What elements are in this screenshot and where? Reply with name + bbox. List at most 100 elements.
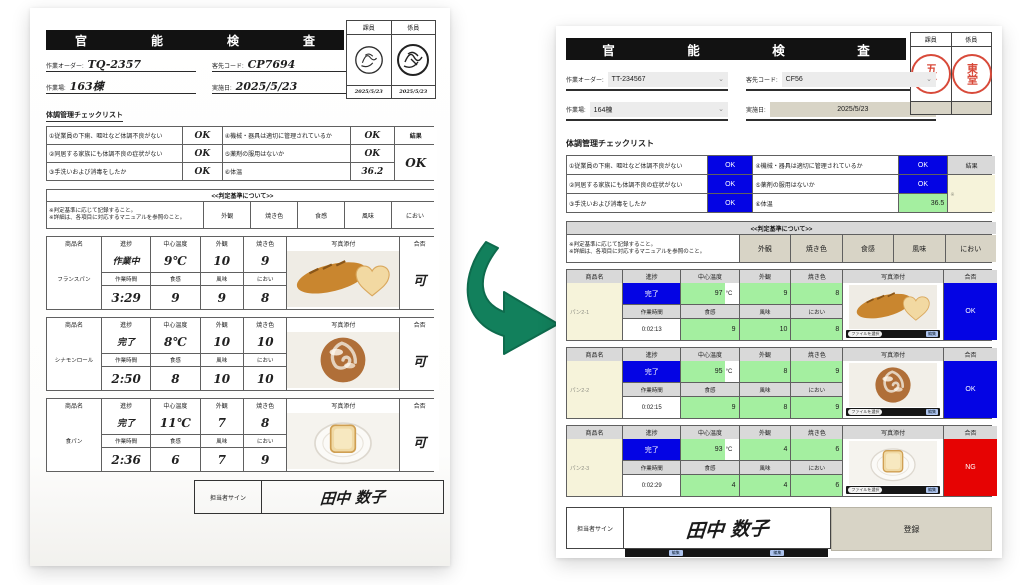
criteria-col-yakiiro: 焼き色 <box>251 202 298 228</box>
order-label: 作業オーダー: <box>46 64 84 70</box>
signature-toolbar: 編集 編集 <box>625 549 829 557</box>
progress-cell: 完了 <box>102 330 151 353</box>
checklist-a6-temp[interactable]: 36.5 <box>898 194 948 212</box>
flavor-score-cell[interactable]: 10 <box>739 319 791 340</box>
core-temp-cell[interactable]: 93 °C <box>681 439 739 460</box>
photo-attachment <box>287 411 400 471</box>
smell-score-cell[interactable]: 8 <box>791 319 843 340</box>
handwritten-stamp <box>392 35 436 85</box>
checklist-result-field[interactable]: ※ <box>948 175 995 212</box>
site-select[interactable]: 164棟 ⌄ <box>589 102 728 117</box>
criteria-header: <<判定基準について>> <box>567 222 996 234</box>
bake-color-score-cell[interactable]: 8 <box>791 283 843 304</box>
checklist-a6: 36.2 <box>351 163 394 180</box>
paper-form-scan: 官 能 検 査 課員 係員 2025/5/23 2025/5/23 作業オーダー… <box>30 8 450 566</box>
appearance-score-cell[interactable]: 9 <box>739 283 791 304</box>
file-select-button[interactable]: ファイルを選択 <box>848 331 883 337</box>
work-time-cell[interactable]: 0:02:29 <box>623 475 681 496</box>
file-upload-bar: ファイルを選択 編集 <box>846 486 940 494</box>
checklist-a1: OK <box>183 127 222 144</box>
checklist-q4: ④機械・器具は適切に管理されているか <box>222 127 351 144</box>
progress-cell[interactable]: 完了 <box>623 283 681 304</box>
core-temp-cell: 11℃ <box>151 411 200 434</box>
smell-score-cell[interactable]: 6 <box>791 475 843 496</box>
checklist-q5: ⑤薬剤の服用はないか <box>753 175 898 193</box>
work-time-cell: 3:29 <box>102 286 151 309</box>
pass-fail-cell[interactable]: OK <box>943 283 997 340</box>
pass-fail-cell[interactable]: NG <box>943 439 997 496</box>
texture-score-cell[interactable]: 9 <box>681 397 739 418</box>
stamp-date-field[interactable] <box>911 102 952 114</box>
file-select-button[interactable]: ファイルを選択 <box>848 487 883 493</box>
approval-col2-label: 係員 <box>407 26 420 32</box>
core-temp-cell: 9℃ <box>151 249 200 272</box>
checklist-a2-ok[interactable]: OK <box>707 175 753 193</box>
bake-color-score-cell[interactable]: 6 <box>791 439 843 460</box>
appearance-score-cell[interactable]: 8 <box>739 361 791 382</box>
customer-select[interactable]: CF56 ⌄ <box>781 72 936 87</box>
texture-score-cell[interactable]: 4 <box>681 475 739 496</box>
progress-cell[interactable]: 完了 <box>623 439 681 460</box>
stamp-date-field[interactable] <box>951 102 991 114</box>
date-label: 実施日: <box>746 108 766 114</box>
flavor-score-cell[interactable]: 4 <box>739 475 791 496</box>
date-input[interactable]: 2025/5/23 <box>769 102 936 117</box>
flavor-score-cell: 10 <box>200 367 243 390</box>
criteria-col-fumi: 風味 <box>894 235 945 262</box>
register-button[interactable]: 登録 <box>831 507 992 551</box>
checklist-result-label: 結果 <box>394 127 437 144</box>
flavor-score-cell[interactable]: 8 <box>739 397 791 418</box>
paper-to-digital-arrow-icon <box>452 240 564 366</box>
stamp-field[interactable]: 東堂 <box>952 47 992 101</box>
signature-canvas[interactable]: 田中 数子 <box>624 508 830 548</box>
product-row: パン2-1 完了 作業時間 0:02:13 97 °C 食感 9 9 風味 10… <box>566 283 997 341</box>
signature-value: 田中 数子 <box>684 517 770 542</box>
work-time-cell[interactable]: 0:02:15 <box>623 397 681 418</box>
checklist-a3: OK <box>183 163 222 180</box>
date-field: 実施日: 2025/5/23 <box>212 81 352 94</box>
result-note: ※ <box>950 191 955 198</box>
progress-cell: 作業中 <box>102 249 151 272</box>
paper-checklist-table: ①従業員の下痢、嘔吐など体調不良がない OK ④機械・器具は適切に管理されている… <box>46 126 437 181</box>
edit-button[interactable]: 編集 <box>925 487 938 493</box>
checklist-q2: ②同居する家族にも体調不良の症状がない <box>47 145 183 162</box>
flavor-score-cell: 9 <box>200 286 243 309</box>
edit-button[interactable]: 編集 <box>770 550 785 556</box>
checklist-title: 体調管理チェックリスト <box>46 110 123 122</box>
order-select[interactable]: TT-234567 ⌄ <box>607 72 728 87</box>
smell-score-cell[interactable]: 9 <box>791 397 843 418</box>
pass-fail-cell[interactable]: OK <box>943 361 997 418</box>
texture-score-cell: 6 <box>151 448 200 471</box>
work-time-cell: 2:36 <box>102 448 151 471</box>
pass-fail-cell: 可 <box>400 330 439 390</box>
checklist-q2: ②同居する家族にも体調不良の症状がない <box>567 175 707 193</box>
edit-button[interactable]: 編集 <box>925 331 938 337</box>
digital-title-banner: 官 能 検 査 <box>566 38 906 60</box>
texture-score-cell[interactable]: 9 <box>681 319 739 340</box>
progress-cell[interactable]: 完了 <box>623 361 681 382</box>
core-temp-cell[interactable]: 95 °C <box>681 361 739 382</box>
file-select-button[interactable]: ファイルを選択 <box>848 409 883 415</box>
product-row: パン2-2 完了 作業時間 0:02:15 95 °C 食感 9 8 風味 8 … <box>566 361 997 419</box>
work-time-cell[interactable]: 0:02:13 <box>623 319 681 340</box>
toast-photo-icon <box>287 413 400 469</box>
cinnamon-roll-photo-icon <box>849 362 938 407</box>
customer-value: CP7694 <box>247 58 296 71</box>
paper-signature-box: 担当者サイン 田中 数子 <box>194 480 444 514</box>
criteria-header: <<判定基準について>> <box>47 190 438 201</box>
checklist-a5-ok[interactable]: OK <box>898 175 948 193</box>
checklist-q3: ③手洗いおよび消毒をしたか <box>47 163 183 180</box>
product-name-cell: パン2-2 <box>567 361 623 418</box>
edit-button[interactable]: 編集 <box>668 550 683 556</box>
product-table-header: 商品名 進捗 中心温度 外観 焼き色 写真添付 合否 <box>566 347 997 361</box>
checklist-a5: OK <box>351 145 394 162</box>
core-temp-cell[interactable]: 97 °C <box>681 283 739 304</box>
product-table-header: 商品名 進捗 中心温度 外観 焼き色 写真添付 合否 <box>566 425 997 439</box>
appearance-score-cell[interactable]: 4 <box>739 439 791 460</box>
checklist-a4-ok[interactable]: OK <box>898 156 948 174</box>
checklist-a1-ok[interactable]: OK <box>707 156 753 174</box>
bake-color-score-cell: 10 <box>243 330 287 353</box>
bake-color-score-cell[interactable]: 9 <box>791 361 843 382</box>
edit-button[interactable]: 編集 <box>925 409 938 415</box>
checklist-a3-ok[interactable]: OK <box>707 194 753 212</box>
